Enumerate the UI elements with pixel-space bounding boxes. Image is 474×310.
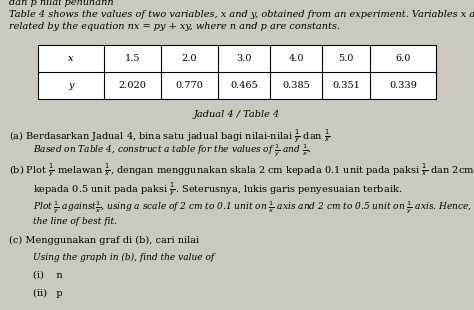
Text: 0.385: 0.385 [283,81,310,90]
Text: the line of best fit.: the line of best fit. [33,217,117,226]
Text: (a) Berdasarkan Jadual 4, bina satu jadual bagi nilai-nilai $\frac{1}{y}$ dan $\: (a) Berdasarkan Jadual 4, bina satu jadu… [9,127,331,144]
Text: Using the graph in (b), find the value of: Using the graph in (b), find the value o… [33,253,214,262]
Text: x: x [68,54,74,63]
Text: kepada 0.5 unit pada paksi $\frac{1}{y}$. Seterusnya, lukis garis penyesuaian te: kepada 0.5 unit pada paksi $\frac{1}{y}$… [33,180,402,198]
Text: Table 4 shows the values of two variables, x and y, obtained from an experiment.: Table 4 shows the values of two variable… [9,10,474,19]
Text: dan p nilai penuhann: dan p nilai penuhann [9,0,114,7]
Text: Jadual 4 / Table 4: Jadual 4 / Table 4 [194,110,280,119]
Text: 4.0: 4.0 [289,54,304,63]
Text: 0.465: 0.465 [230,81,258,90]
Text: y: y [68,81,74,90]
Text: 5.0: 5.0 [338,54,354,63]
Text: 3.0: 3.0 [237,54,252,63]
Bar [38,45,436,99]
Text: related by the equation nx = py + xy, where n and p are constants.: related by the equation nx = py + xy, wh… [9,22,340,31]
Text: 1.5: 1.5 [125,54,140,63]
Text: 2.0: 2.0 [182,54,197,63]
Text: 0.339: 0.339 [389,81,417,90]
Text: Plot $\frac{1}{y}$ against$\frac{1}{x}$, using a scale of 2 cm to 0.1 unit on $\: Plot $\frac{1}{y}$ against$\frac{1}{x}$,… [33,199,474,215]
Text: 6.0: 6.0 [395,54,410,63]
Text: Based on Table 4, construct a table for the values of $\frac{1}{y}$ and $\frac{1: Based on Table 4, construct a table for … [33,143,312,158]
Text: (i)    n: (i) n [33,270,63,279]
Text: (c) Menggunakan graf di (b), cari nilai: (c) Menggunakan graf di (b), cari nilai [9,236,200,245]
Text: 0.770: 0.770 [176,81,203,90]
Text: 0.351: 0.351 [332,81,360,90]
Text: (ii)   p: (ii) p [33,289,63,298]
Text: (b) Plot $\frac{1}{y}$ melawan $\frac{1}{x}$, dengan menggunakan skala 2 cm kepa: (b) Plot $\frac{1}{y}$ melawan $\frac{1}… [9,162,474,179]
Text: 2.020: 2.020 [119,81,146,90]
